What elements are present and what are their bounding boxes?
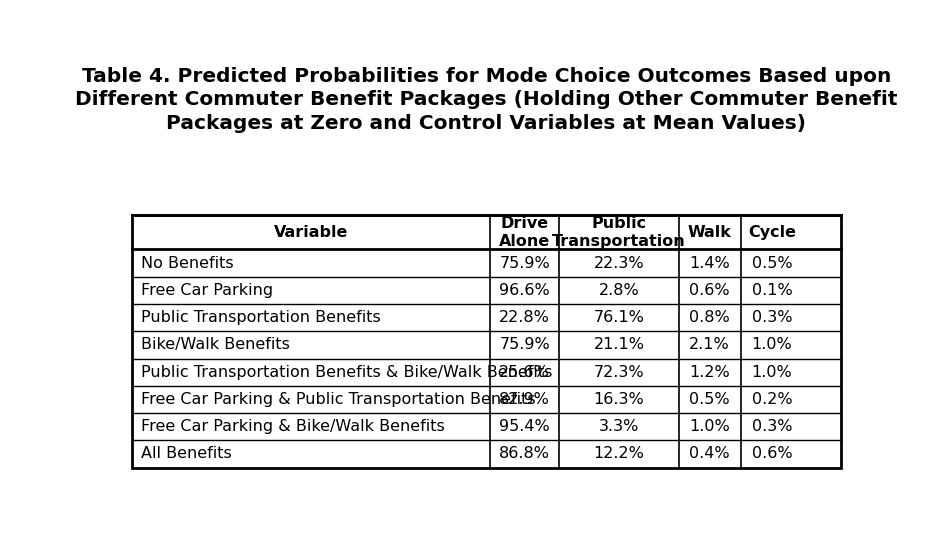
Text: Walk: Walk	[688, 225, 732, 240]
Text: 0.1%: 0.1%	[752, 283, 792, 298]
Bar	[132, 215, 841, 468]
Text: Variable: Variable	[273, 225, 348, 240]
Text: Table 4. Predicted Probabilities for Mode Choice Outcomes Based upon: Table 4. Predicted Probabilities for Mod…	[82, 67, 891, 85]
Text: 72.3%: 72.3%	[594, 365, 644, 380]
Text: 1.2%: 1.2%	[689, 365, 730, 380]
Text: 82.9%: 82.9%	[499, 392, 550, 407]
Text: 0.4%: 0.4%	[689, 446, 730, 461]
Text: Bike/Walk Benefits: Bike/Walk Benefits	[141, 337, 290, 352]
Text: Free Car Parking: Free Car Parking	[141, 283, 273, 298]
Text: No Benefits: No Benefits	[141, 256, 234, 271]
Text: Free Car Parking & Public Transportation Benefits: Free Car Parking & Public Transportation…	[141, 392, 536, 407]
Text: 0.5%: 0.5%	[752, 256, 792, 271]
Text: 0.3%: 0.3%	[752, 310, 792, 325]
Text: 0.6%: 0.6%	[689, 283, 730, 298]
Text: Packages at Zero and Control Variables at Mean Values): Packages at Zero and Control Variables a…	[166, 114, 807, 134]
Text: 3.3%: 3.3%	[599, 419, 639, 434]
Text: Public
Transportation: Public Transportation	[552, 216, 686, 249]
Text: 1.0%: 1.0%	[689, 419, 730, 434]
Text: 76.1%: 76.1%	[593, 310, 644, 325]
Text: 2.8%: 2.8%	[599, 283, 640, 298]
Text: Public Transportation Benefits: Public Transportation Benefits	[141, 310, 381, 325]
Text: 96.6%: 96.6%	[499, 283, 550, 298]
Text: Public Transportation Benefits & Bike/Walk Benefits: Public Transportation Benefits & Bike/Wa…	[141, 365, 553, 380]
Text: 16.3%: 16.3%	[593, 392, 644, 407]
Text: Different Commuter Benefit Packages (Holding Other Commuter Benefit: Different Commuter Benefit Packages (Hol…	[75, 91, 898, 110]
Text: 0.6%: 0.6%	[752, 446, 792, 461]
Text: 0.3%: 0.3%	[752, 419, 792, 434]
Text: 25.6%: 25.6%	[499, 365, 550, 380]
Text: 22.8%: 22.8%	[499, 310, 550, 325]
Text: 0.5%: 0.5%	[689, 392, 730, 407]
Text: 21.1%: 21.1%	[593, 337, 644, 352]
Text: 22.3%: 22.3%	[594, 256, 644, 271]
Text: Drive
Alone: Drive Alone	[499, 216, 550, 249]
Text: 1.0%: 1.0%	[752, 337, 792, 352]
Text: 95.4%: 95.4%	[499, 419, 550, 434]
Text: All Benefits: All Benefits	[141, 446, 233, 461]
Text: 1.0%: 1.0%	[752, 365, 792, 380]
Text: Cycle: Cycle	[748, 225, 796, 240]
Text: 12.2%: 12.2%	[593, 446, 644, 461]
Text: 0.2%: 0.2%	[752, 392, 792, 407]
Text: 75.9%: 75.9%	[499, 337, 550, 352]
Text: 86.8%: 86.8%	[499, 446, 550, 461]
Text: 75.9%: 75.9%	[499, 256, 550, 271]
Text: 0.8%: 0.8%	[689, 310, 730, 325]
Text: Free Car Parking & Bike/Walk Benefits: Free Car Parking & Bike/Walk Benefits	[141, 419, 445, 434]
Text: 2.1%: 2.1%	[689, 337, 730, 352]
Text: 1.4%: 1.4%	[689, 256, 730, 271]
